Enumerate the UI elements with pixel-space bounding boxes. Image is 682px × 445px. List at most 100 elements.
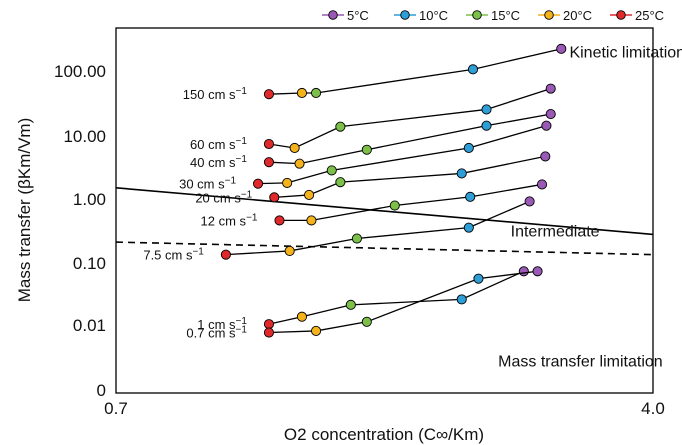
data-point (545, 109, 556, 120)
data-point (274, 215, 285, 226)
data-point (289, 142, 300, 154)
legend-marker (472, 10, 482, 20)
data-point (252, 178, 264, 189)
y-tick-label-0.01: 0.01 (73, 316, 106, 335)
y-tick-label-0: 0 (97, 381, 106, 400)
data-point (269, 192, 280, 203)
data-point (335, 177, 346, 188)
legend-marker (400, 10, 410, 20)
regime-boundaries (116, 187, 653, 256)
y-tick-label-100: 100.00 (54, 62, 106, 81)
series (263, 266, 529, 330)
data-point (524, 196, 535, 207)
series-line (258, 125, 547, 185)
data-point (361, 316, 372, 327)
flow-label: 7.5 cm s−1 (143, 247, 204, 263)
legend-marker (616, 10, 626, 20)
series-line (268, 87, 551, 149)
data-point (296, 311, 307, 322)
flow-velocity-labels: 150 cm s−1 60 cm s−1 40 cm s−1 30 cm s−120 … (143, 86, 258, 340)
flow-label: 0.7 cm s−1 (186, 325, 247, 341)
data-point (540, 151, 551, 162)
data-point (304, 189, 315, 200)
x-tick-label-max: 4.0 (641, 399, 665, 418)
boundary-solid-line (116, 187, 653, 236)
data-point (306, 215, 317, 226)
data-point (296, 87, 307, 99)
region-label: Mass transfer limitation (498, 354, 663, 371)
data-point (263, 157, 274, 168)
series-line (268, 270, 525, 325)
data-point (518, 266, 529, 277)
y-tick-label-1: 1.00 (73, 190, 106, 209)
region-label: Kinetic limitation (569, 44, 682, 61)
series-line (268, 113, 551, 165)
series (274, 179, 548, 226)
plot-frame (115, 27, 654, 394)
legend-label: 15°C (491, 8, 520, 23)
legend-label: 25°C (635, 8, 664, 23)
series (263, 109, 556, 169)
data-point (284, 245, 295, 256)
legend-marker (544, 10, 554, 20)
data-point (456, 294, 467, 305)
data-point (532, 266, 543, 277)
series (263, 43, 567, 100)
flow-label: 150 cm s−1 (183, 86, 248, 102)
legend-item: 10°C (394, 8, 448, 23)
y-axis: 100.00 10.00 1.00 0.10 0.01 0 (54, 62, 106, 400)
region-labels: Kinetic limitation Intermediate Mass trans… (498, 44, 682, 370)
series (252, 120, 552, 189)
series (263, 266, 543, 338)
series (269, 151, 551, 203)
legend: 5°C 10°C 15°C 20°C 25°C (322, 8, 664, 23)
data-point (263, 89, 274, 100)
data-point (345, 299, 356, 310)
y-tick-label-0.1: 0.10 (73, 254, 106, 273)
data-point (465, 191, 476, 202)
data-point (361, 144, 372, 155)
flow-label: 12 cm s−1 (201, 212, 258, 228)
flow-label: 30 cm s−1 (179, 176, 236, 192)
data-point (481, 104, 492, 115)
flow-label: 20 cm s−1 (195, 189, 252, 205)
data-point (536, 179, 548, 190)
data-point (335, 121, 346, 132)
data-point (467, 64, 479, 75)
legend-item: 20°C (538, 8, 592, 23)
boundary-dashed-line (116, 241, 653, 256)
data-point (282, 177, 293, 188)
legend-label: 10°C (419, 8, 448, 23)
legend-item: 5°C (322, 8, 369, 23)
x-axis-title: O2 concentration (C∞/Km) (284, 425, 484, 444)
data-point (326, 165, 337, 176)
data-point (541, 120, 552, 131)
data-point (263, 138, 274, 150)
y-tick-label-10: 10.00 (63, 127, 106, 146)
flow-label: 1 cm s−1 (197, 316, 247, 332)
series-line (279, 183, 543, 222)
x-tick-label-min: 0.7 (104, 399, 128, 418)
data-point (456, 168, 467, 179)
data-point (545, 83, 556, 94)
data-point (556, 43, 567, 54)
data-point (311, 325, 322, 336)
legend-marker (328, 10, 338, 20)
x-axis: 0.7 4.0 (104, 399, 665, 418)
legend-label: 5°C (347, 8, 369, 23)
series (263, 83, 556, 154)
legend-item: 15°C (466, 8, 520, 23)
series-line (268, 48, 562, 95)
series-group (220, 43, 567, 338)
data-point (389, 200, 400, 211)
data-point (263, 327, 274, 338)
data-point (263, 319, 274, 330)
region-label: Intermediate (511, 223, 600, 240)
data-point (463, 142, 474, 154)
legend-label: 20°C (563, 8, 592, 23)
legend-item: 25°C (610, 8, 664, 23)
data-point (351, 233, 362, 244)
data-point (463, 222, 474, 233)
series-line (225, 200, 530, 256)
